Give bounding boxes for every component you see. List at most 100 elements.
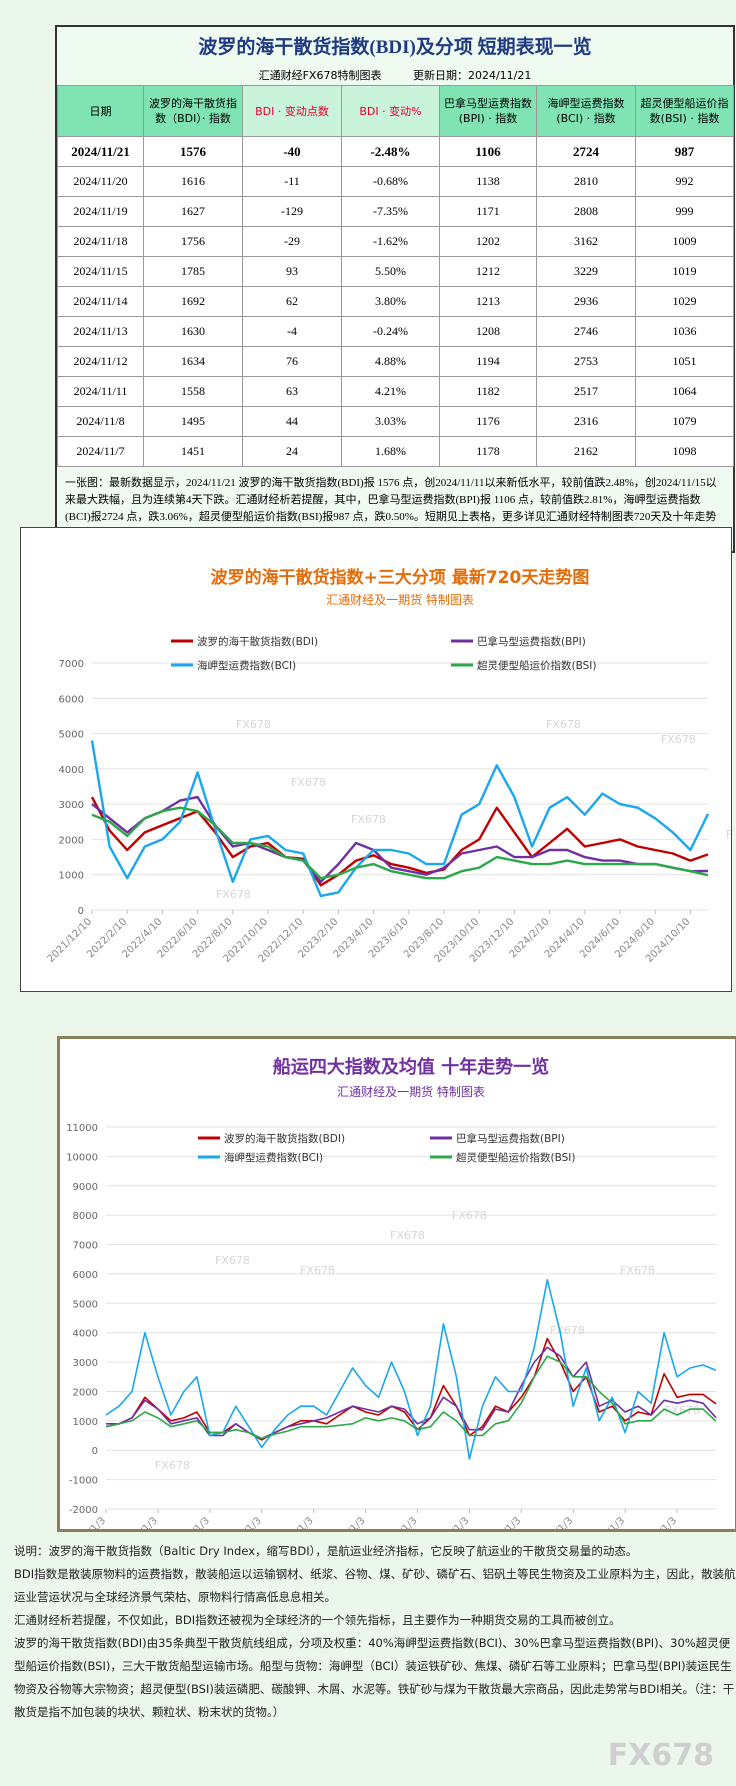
y-tick-label: 7000	[59, 659, 84, 670]
y-tick-label: 10000	[66, 1152, 98, 1163]
table-cell: 1.68%	[341, 436, 440, 467]
x-tick-label: 2015/1/3	[172, 1515, 212, 1529]
table-cell: 2024/11/7	[57, 436, 144, 467]
legend-label: 巴拿马型运费指数(BPI)	[456, 1132, 565, 1145]
y-tick-label: 7000	[73, 1241, 98, 1252]
table-title: 波罗的海干散货指数(BDI)及分项 短期表现一览	[198, 37, 592, 58]
watermark: FX678	[236, 718, 271, 731]
y-tick-label: -2000	[69, 1505, 98, 1516]
series-line	[105, 1355, 717, 1440]
table-cell: 2724	[536, 136, 636, 167]
table-cell: 1634	[143, 346, 243, 377]
table-cell: 1212	[439, 256, 537, 287]
table-cell: 1616	[143, 166, 243, 197]
watermark: FX678	[550, 1324, 585, 1337]
table-cell: 1064	[635, 376, 734, 407]
table-cell: -7.35%	[341, 196, 440, 227]
table-cell: 1558	[143, 376, 243, 407]
table-cell: 1029	[635, 286, 734, 317]
table-cell: 1019	[635, 256, 734, 287]
table-cell: 1176	[439, 406, 537, 437]
table-cell: 1756	[143, 226, 243, 257]
table-cell: 3.03%	[341, 406, 440, 437]
table-cell: -40	[242, 136, 342, 167]
table-cell: 1171	[439, 196, 537, 227]
x-tick-label: 2017/1/3	[276, 1515, 316, 1529]
table-cell: 2024/11/12	[57, 346, 144, 377]
table-subtitle: 汇通财经FX678特制图表 更新日期：2024/11/21	[57, 67, 733, 85]
table-cell: 3162	[536, 226, 636, 257]
table-cell: 992	[635, 166, 734, 197]
y-tick-label: 3000	[59, 800, 84, 811]
table-cell: 1202	[439, 226, 537, 257]
table-cell: 24	[242, 436, 342, 467]
table-row: 2024/11/19 1627 -129 -7.35% 1171 2808 999	[57, 196, 734, 227]
chart-panel: 波罗的海干散货指数+三大分项 最新720天走势图 汇通财经及一期货 特制图表 0 10…	[20, 527, 736, 992]
x-tick-label: 2014/1/3	[120, 1515, 160, 1529]
y-tick-label: 4000	[59, 765, 84, 776]
series-line	[91, 795, 709, 883]
y-tick-label: 1000	[59, 871, 84, 882]
note-line: 波罗的海干散货指数(BDI)由35条典型干散货航线组成，分项及权重：40%海岬型…	[14, 1636, 735, 1719]
table-cell: 1627	[143, 196, 243, 227]
table-cell: 93	[242, 256, 342, 287]
note-line: BDI指数是散装原物料的运费指数，散装船运以运输钢材、纸浆、谷物、煤、矿砂、磷矿…	[14, 1567, 736, 1604]
watermark: FX678	[665, 1404, 700, 1417]
table-row: 2024/11/7 1451 24 1.68% 1178 2162 1098	[57, 436, 734, 467]
summary-table-panel: 波罗的海干散货指数(BDI)及分项 短期表现一览 汇通财经FX678特制图表 更…	[55, 25, 735, 553]
watermark: FX678	[216, 888, 251, 901]
column-header: 超灵便型船运价指数(BSI) · 指数	[635, 85, 734, 137]
table-row: 2024/11/20 1616 -11 -0.68% 1138 2810 992	[57, 166, 734, 197]
table-cell: 1106	[439, 136, 537, 167]
table-cell: 44	[242, 406, 342, 437]
table-cell: -129	[242, 196, 342, 227]
table-cell: 1451	[143, 436, 243, 467]
table-cell: 2936	[536, 286, 636, 317]
table-cell: 62	[242, 286, 342, 317]
table-cell: 1182	[439, 376, 537, 407]
table-cell: 2024/11/19	[57, 196, 144, 227]
table-row: 2024/11/15 1785 93 5.50% 1212 3229 1019	[57, 256, 734, 287]
table-cell: 1576	[143, 136, 243, 167]
table-row: 2024/11/13 1630 -4 -0.24% 1208 2746 1036	[57, 316, 734, 347]
legend-label: 波罗的海干散货指数(BDI)	[224, 1132, 345, 1145]
watermark: FX678	[215, 1254, 250, 1267]
watermark: FX678	[452, 1209, 487, 1222]
column-header: 巴拿马型运费指数(BPI) · 指数	[439, 85, 537, 137]
table-cell: 2517	[536, 376, 636, 407]
table-cell: 2024/11/20	[57, 166, 144, 197]
table-cell: 2024/11/15	[57, 256, 144, 287]
x-tick-label: 2023/1/3	[588, 1515, 628, 1529]
x-tick-label: 2024/1/3	[640, 1515, 680, 1529]
y-tick-label: 6000	[73, 1270, 98, 1281]
watermark: FX678	[155, 1459, 190, 1472]
y-tick-label: 0	[92, 1446, 98, 1457]
index-table: 日期 波罗的海干散货指数（BDI）· 指数 BDI · 变动点数 BDI · 变动% 巴…	[57, 85, 734, 467]
watermark: FX678	[291, 776, 326, 789]
table-cell: -2.48%	[341, 136, 440, 167]
table-cell: -11	[242, 166, 342, 197]
table-cell: 63	[242, 376, 342, 407]
chart-title: 船运四大指数及均值 十年走势一览	[273, 1056, 549, 1078]
series-line	[90, 740, 710, 898]
table-cell: 4.88%	[341, 346, 440, 377]
table-cell: -1.62%	[341, 226, 440, 257]
table-cell: 1208	[439, 316, 537, 347]
y-tick-label: 4000	[73, 1329, 98, 1340]
legend-label: 超灵便型船运价指数(BSI)	[477, 659, 596, 672]
table-cell: 999	[635, 196, 734, 227]
legend-label: 海岬型运费指数(BCI)	[224, 1151, 323, 1164]
table-cell: 3229	[536, 256, 636, 287]
table-cell: 1098	[635, 436, 734, 467]
table-cell: 2024/11/11	[57, 376, 144, 407]
y-tick-label: 11000	[66, 1123, 98, 1134]
table-source: 汇通财经FX678特制图表	[258, 69, 382, 82]
table-cell: 3.80%	[341, 286, 440, 317]
explanation: 说明：波罗的海干散货指数（Baltic Dry Index，缩写BDI），是航运…	[14, 1540, 736, 1724]
table-row: 2024/11/12 1634 76 4.88% 1194 2753 1051	[57, 346, 734, 377]
table-cell: 1036	[635, 316, 734, 347]
table-cell: 2024/11/18	[57, 226, 144, 257]
table-cell: 1785	[143, 256, 243, 287]
